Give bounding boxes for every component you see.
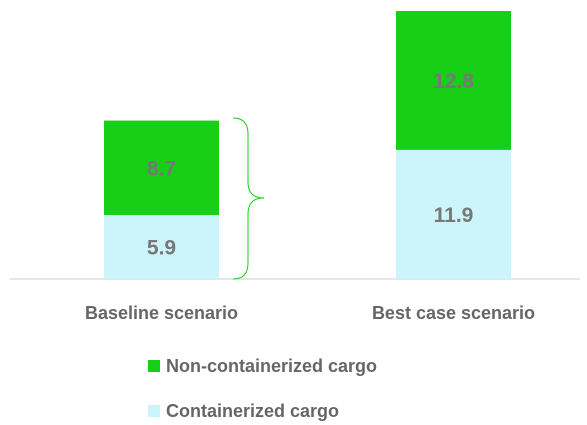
- x-tick-label: Baseline scenario: [85, 303, 238, 323]
- data-label: 5.9: [147, 237, 176, 260]
- data-label: 12.8: [433, 70, 474, 93]
- x-tick-label: Best case scenario: [372, 303, 535, 323]
- legend-swatch: [148, 360, 160, 372]
- bar-segment: [104, 120, 219, 215]
- bar-segment: [104, 214, 219, 279]
- legend-label: Containerized cargo: [166, 401, 339, 421]
- data-label: 8.7: [147, 157, 176, 180]
- bar-segment: [396, 149, 511, 279]
- legend-swatch: [148, 405, 160, 417]
- brace: [232, 117, 265, 280]
- data-label: 11.9: [434, 204, 474, 227]
- bar-segment: [396, 11, 511, 150]
- legend-label: Non-containerized cargo: [166, 356, 377, 376]
